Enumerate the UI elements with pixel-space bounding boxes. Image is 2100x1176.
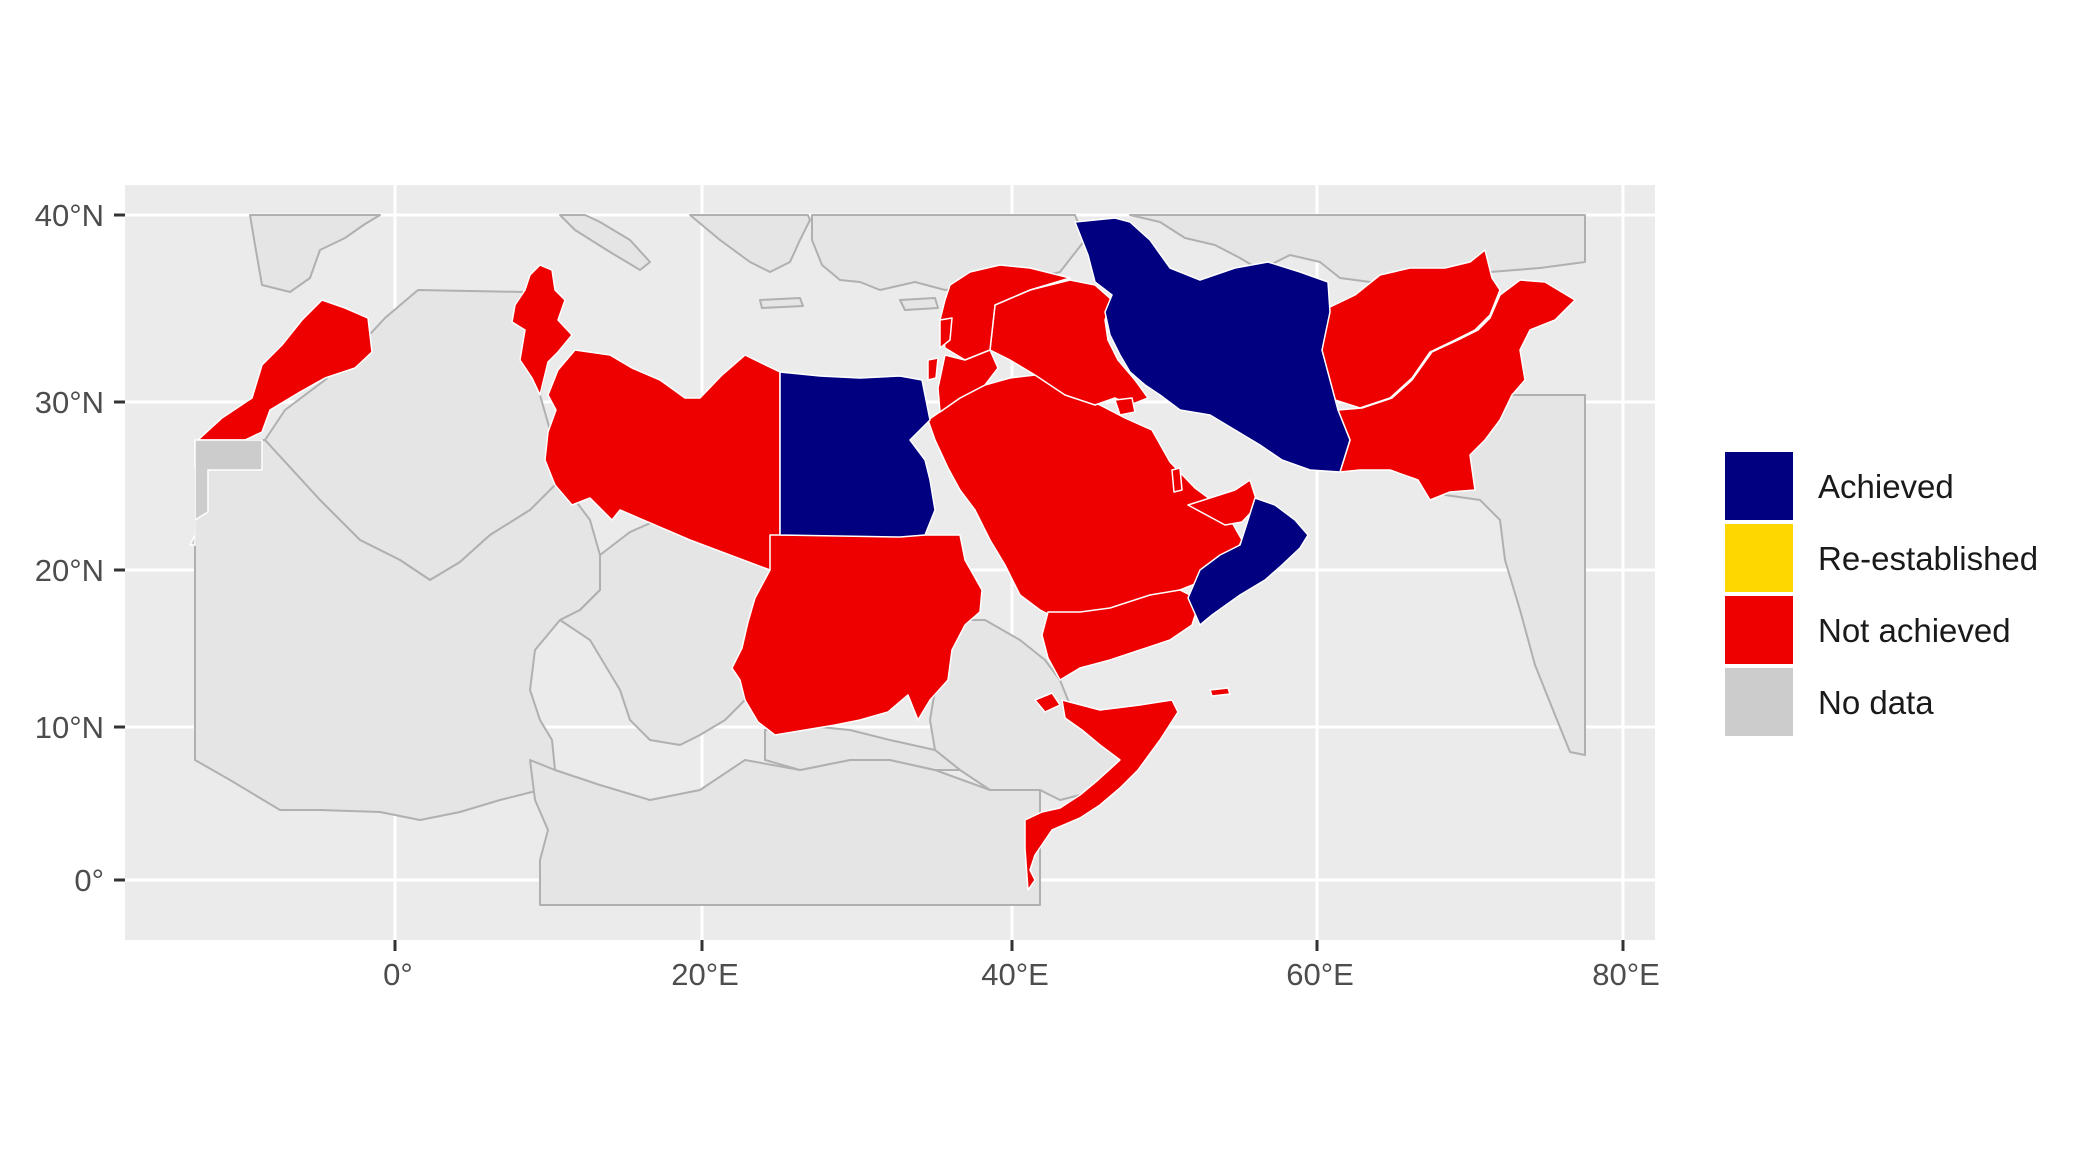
x-tick-label-80: 80°E: [1592, 957, 1660, 992]
land-europe-italy: [559, 214, 651, 271]
axis-y: [114, 213, 125, 882]
countries-not-achieved: [197, 249, 1576, 891]
country-tunisia: [511, 264, 573, 396]
land-kenya-south-sudan: [764, 724, 961, 771]
country-afghanistan: [1321, 249, 1501, 409]
country-lebanon: [939, 317, 953, 349]
country-djibouti: [1034, 692, 1061, 713]
y-tick-label-40: 40°N: [35, 198, 104, 233]
legend-label-re-established: Re-established: [1818, 540, 2038, 577]
land-europe-iberia: [249, 214, 381, 293]
x-tick-label-20: 20°E: [671, 957, 739, 992]
legend: Achieved Re-established Not achieved No …: [1725, 452, 2038, 736]
country-pakistan: [1337, 279, 1576, 501]
land-cyprus: [899, 297, 939, 311]
country-palestine: [927, 357, 939, 381]
country-jordan: [937, 349, 999, 413]
legend-key-achieved: [1725, 452, 1793, 520]
country-western-sahara: [188, 439, 263, 546]
y-tick-label-30: 30°N: [35, 385, 104, 420]
x-tick-label-0: 0°: [383, 957, 413, 992]
country-sudan: [731, 534, 983, 736]
legend-key-re-established: [1725, 524, 1793, 592]
x-tick-label-40: 40°E: [981, 957, 1049, 992]
country-egypt: [779, 371, 936, 538]
legend-label-not-achieved: Not achieved: [1818, 612, 2011, 649]
country-libya: [544, 349, 781, 571]
country-somalia: [1024, 699, 1179, 891]
country-yemen: [1041, 589, 1201, 681]
x-tick-label-60: 60°E: [1286, 957, 1354, 992]
country-morocco: [197, 299, 373, 441]
country-qatar: [1171, 467, 1183, 493]
legend-label-no-data: No data: [1818, 684, 1934, 721]
legend-key-not-achieved: [1725, 596, 1793, 664]
country-socotra: [1209, 687, 1231, 697]
y-tick-label-20: 20°N: [35, 553, 104, 588]
country-kuwait: [1114, 397, 1136, 416]
y-tick-label-0: 0°: [74, 863, 104, 898]
y-tick-label-10: 10°N: [35, 710, 104, 745]
country-oman: [1187, 497, 1309, 626]
land-crete: [759, 297, 804, 309]
land-europe-balkans: [689, 214, 811, 273]
legend-label-achieved: Achieved: [1818, 468, 1954, 505]
country-iraq: [989, 279, 1149, 406]
country-iran: [1074, 217, 1351, 473]
countries-achieved: [779, 217, 1351, 626]
legend-key-no-data: [1725, 668, 1793, 736]
axis-x: [393, 940, 1625, 951]
country-uae: [1187, 479, 1259, 526]
countries-no-data: [188, 439, 263, 546]
